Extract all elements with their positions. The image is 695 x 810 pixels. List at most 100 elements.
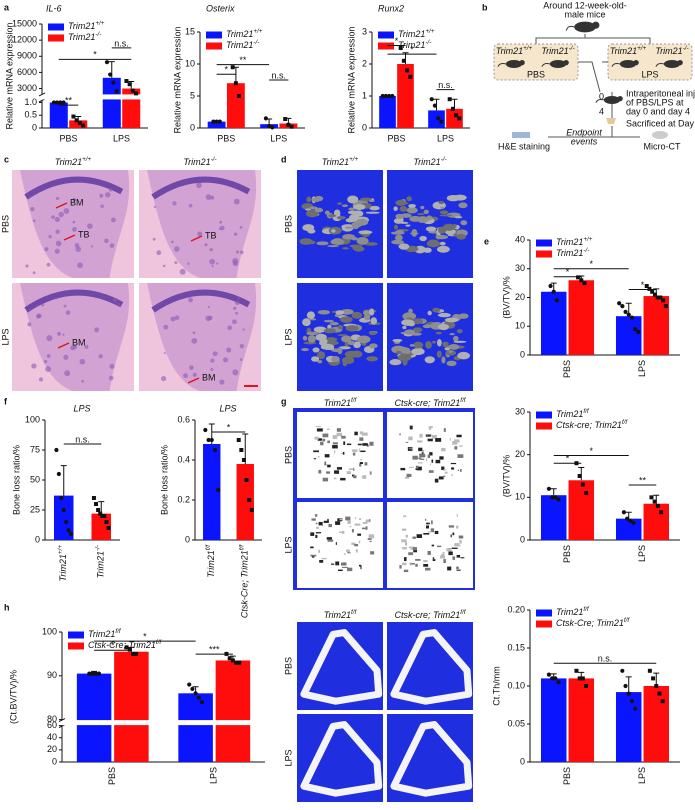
trabecula	[314, 207, 324, 213]
trabecula	[404, 329, 416, 335]
trabecula	[453, 340, 467, 343]
trabecula	[427, 531, 432, 533]
data-point	[447, 97, 452, 102]
histology-detail	[108, 375, 114, 381]
legend-swatch	[48, 34, 64, 42]
mouse-icon	[617, 95, 623, 102]
data-point	[127, 82, 132, 87]
marker-arrow	[55, 202, 68, 209]
marker-label: BM	[72, 337, 86, 347]
legend-label: Trim21-/-	[226, 39, 259, 50]
row-label: PBS	[0, 215, 10, 233]
trabecula	[417, 457, 422, 459]
trabecula	[358, 540, 361, 544]
cortical-bone	[300, 629, 383, 705]
histology-tissue	[147, 170, 257, 278]
trabecula	[328, 214, 337, 218]
trabecula	[311, 518, 316, 521]
histology-detail	[98, 354, 103, 359]
trabecula	[341, 435, 346, 439]
data-point	[124, 645, 129, 650]
trabecula	[337, 325, 343, 330]
data-point	[546, 672, 552, 677]
trabecula	[436, 545, 442, 548]
trabecula	[416, 216, 429, 223]
data-point	[106, 526, 111, 530]
trabecula	[457, 351, 470, 360]
trabecula	[346, 471, 352, 475]
diagram-text: male mice	[564, 9, 605, 19]
trabecula	[426, 435, 431, 437]
bar	[114, 651, 149, 762]
mouse-icon	[505, 59, 523, 69]
data-point	[190, 686, 195, 692]
trabecula	[405, 441, 409, 443]
histology-detail	[162, 264, 166, 268]
bar	[643, 503, 670, 540]
micro-ct-image	[387, 502, 473, 588]
trabecula	[351, 542, 356, 545]
histology-detail	[79, 358, 86, 365]
data-point	[74, 118, 79, 123]
significance-label: *	[641, 280, 645, 290]
data-point	[237, 660, 242, 665]
trabecula	[362, 522, 368, 524]
diagram-text: Sacrificed at Day 8	[626, 118, 695, 128]
mouse-icon	[565, 25, 575, 31]
growth-plate	[151, 289, 251, 313]
mouse-icon	[663, 59, 681, 69]
data-point	[574, 668, 579, 673]
histology-detail	[72, 220, 76, 224]
trabecula	[408, 546, 414, 549]
data-point	[623, 309, 628, 314]
trabecula	[320, 441, 324, 446]
data-point	[380, 93, 385, 99]
micro-ct-image	[297, 502, 383, 588]
data-point	[289, 124, 294, 129]
histology-detail	[189, 365, 194, 371]
data-point	[577, 676, 582, 681]
histology-detail	[35, 304, 38, 307]
row-label: LPS	[283, 536, 293, 553]
trabecula	[456, 569, 461, 571]
marker-label: TB	[78, 229, 90, 239]
trabecula	[327, 539, 334, 542]
histology-detail	[44, 247, 49, 252]
trabecula	[390, 231, 405, 235]
trabecula	[412, 536, 416, 539]
trabecula	[359, 462, 364, 465]
legend-label: Trim21f/f	[556, 408, 590, 419]
trabecula	[330, 239, 345, 245]
trabecula	[426, 525, 429, 529]
trabecula	[406, 207, 418, 214]
trabecula	[336, 467, 342, 470]
trabecula	[427, 550, 431, 555]
histology-detail	[116, 302, 121, 307]
data-point	[398, 46, 403, 50]
data-point	[212, 447, 218, 453]
data-point	[196, 695, 201, 700]
y-tick-label: 1	[362, 90, 367, 100]
trabecula	[393, 218, 404, 224]
trabecula	[343, 553, 346, 555]
trabecula	[341, 566, 348, 568]
trabecula	[436, 245, 450, 253]
y-tick-label: 15	[185, 26, 195, 36]
error-bar	[653, 672, 660, 686]
data-point	[628, 518, 633, 523]
trabecula	[444, 347, 451, 351]
histology-detail	[212, 351, 218, 357]
axis-break-gap	[63, 720, 266, 726]
bar	[203, 444, 221, 540]
data-point	[130, 88, 135, 93]
data-point	[59, 495, 64, 501]
data-point	[216, 487, 221, 493]
histology-detail	[54, 297, 57, 300]
x-tick-label: LPS	[209, 767, 219, 784]
histology-tissue	[20, 283, 130, 391]
histology-detail	[45, 366, 52, 373]
trabecula	[425, 434, 432, 437]
marker-arrow	[190, 235, 203, 242]
data-point	[626, 691, 631, 696]
data-point	[249, 508, 254, 512]
